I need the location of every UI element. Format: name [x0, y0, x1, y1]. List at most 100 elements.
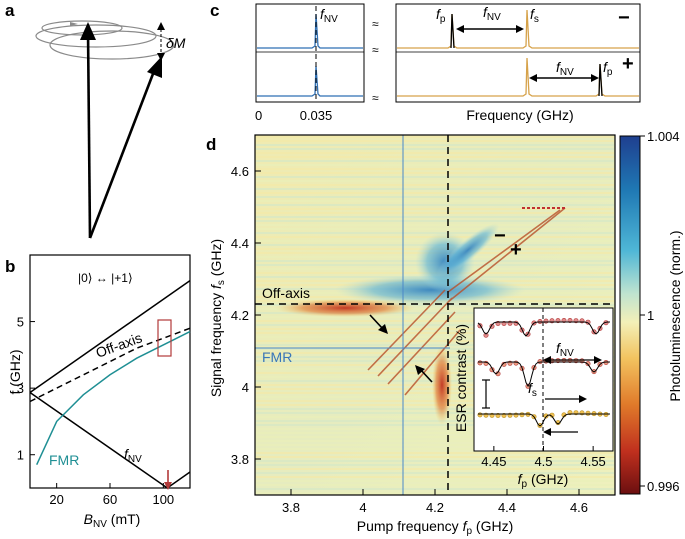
panel-b-xtick-label: 100: [152, 492, 174, 507]
inset-curve-low-point: [519, 412, 525, 418]
panel-c-fnv-f: f: [320, 6, 326, 22]
panel-c-letter: c: [210, 1, 219, 20]
heatmap-noise-row: [256, 480, 614, 482]
heatmap-noise-row: [256, 172, 614, 174]
inset-curve-low-point: [543, 413, 549, 419]
panel-c-fs-label-top: fs: [530, 6, 539, 25]
heatmap-xlabel: Pump frequency fp (GHz): [357, 518, 514, 537]
heatmap-ytick-label: 3.8: [231, 452, 249, 467]
panel-c-tick-035: 0.035: [300, 108, 333, 123]
heatmap-noise-row: [256, 424, 614, 426]
inset-arrow-mid-right: [579, 395, 587, 403]
panel-b-xlabel: BNV (mT): [84, 511, 141, 530]
heatmap-noise-row: [256, 232, 614, 234]
heatmap-arrow-1-head: [378, 324, 388, 334]
panel-c-fp-sub-bottom: p: [607, 67, 613, 78]
heatmap-ytick-label: 4: [242, 380, 249, 395]
panel-b-ylabel-text: f (GHz): [7, 349, 23, 394]
delta-m-down-arrow: [157, 53, 165, 61]
panel-d-letter: d: [206, 135, 216, 154]
heatmap-noise-row: [256, 312, 614, 314]
heatmap-noise-row: [256, 160, 614, 162]
panel-c-xlabel: Frequency (GHz): [466, 107, 573, 123]
heatmap-noise-row: [256, 208, 614, 210]
panel-c-span-arrow-bottom-right: [591, 74, 599, 82]
moment-vector-1-head: [80, 22, 96, 40]
panel-b-ylabel: f (GHz): [7, 349, 23, 394]
panel-c-span-arrow-top-left: [456, 25, 464, 33]
heatmap-noise-row: [256, 304, 614, 306]
inset-xlabel: fp (GHz): [518, 471, 569, 490]
heatmap-noise-row: [256, 168, 614, 170]
panel-b-ytick-label: 1: [17, 448, 24, 463]
panel-c-fp-sub-top: p: [440, 14, 446, 25]
heatmap-ytick-label: 4.4: [231, 236, 249, 251]
heatmap-off-axis-label: Off-axis: [262, 285, 310, 301]
heatmap-noise-row: [256, 184, 614, 186]
panel-b-xlabel-unit: (mT): [107, 511, 140, 527]
panel-c-plus: +: [622, 53, 634, 75]
heatmap-noise-row: [256, 216, 614, 218]
heatmap-xlabel-unit: (GHz): [472, 518, 513, 534]
inset-curves: [477, 317, 610, 428]
heatmap-minus: −: [494, 225, 506, 247]
panel-b-fnv-label: fNV: [124, 446, 142, 465]
heatmap-xtick-label: 4.2: [426, 500, 444, 515]
panel-c-fnv-label: fNV: [320, 6, 338, 25]
panel-b-letter: b: [5, 257, 15, 276]
panel-c-spectrum-top-left: [257, 13, 363, 49]
panel-c-right-frame: [395, 3, 641, 103]
panel-b-xtick-label: 20: [49, 492, 63, 507]
heatmap-noise-row: [256, 460, 614, 462]
heatmap-noise-row: [256, 348, 614, 350]
heatmap-noise-row: [256, 140, 614, 142]
panel-b-axes: 20 60 100 1 3 5: [17, 315, 174, 507]
panel-c-tick-0: 0: [255, 108, 262, 123]
inset-curve-mid-point: [477, 360, 483, 366]
panel-c-fnv-span-label-bottom: fNV: [556, 59, 574, 78]
heatmap-plus: +: [510, 239, 522, 261]
panel-c-fnv-span-f-bottom: f: [556, 59, 562, 75]
heatmap-noise-row: [256, 324, 614, 326]
heatmap-noise-row: [256, 444, 614, 446]
heatmap-noise-row: [256, 188, 614, 190]
inset-fs-f: f: [528, 380, 534, 396]
heatmap-noise-row: [256, 308, 614, 310]
panel-c-span-arrow-top-right: [516, 25, 524, 33]
panel-c-fnv-span-sub-bottom: NV: [560, 67, 574, 78]
heatmap-noise-row: [256, 432, 614, 434]
colorbar-tick-label: 1.004: [647, 129, 680, 144]
inset-fs-sub: s: [532, 388, 537, 399]
panel-b-field-arrow-icon: [164, 482, 172, 490]
inset-curve-top-fit: [477, 321, 610, 337]
inset-xtick-label: 4.55: [580, 454, 605, 469]
heatmap-noise-row: [256, 336, 614, 338]
heatmap-noise-row: [256, 164, 614, 166]
inset-ylabel: ESR contrast (%): [453, 324, 469, 432]
inset-fnv-sub: NV: [560, 348, 574, 359]
heatmap-arrow-1: [369, 314, 384, 330]
colorbar-tick-label: 0.996: [647, 479, 680, 494]
panel-c-fp-f-bottom: f: [603, 59, 609, 75]
inset-axes: 4.45 4.5 4.55: [481, 446, 606, 469]
heatmap-noise-row: [256, 204, 614, 206]
heatmap-ylabel-f: f: [208, 283, 224, 289]
heatmap-noise-row: [256, 180, 614, 182]
panel-c-pump-peak-bottom: [598, 63, 603, 97]
heatmap-noise-row: [256, 320, 614, 322]
panel-b-xlabel-b: B: [84, 511, 93, 527]
panel-b-ytick-label: 5: [17, 315, 24, 330]
panel-c-span-arrow-bottom-left: [529, 74, 537, 82]
heatmap-ytick-label: 4.6: [231, 164, 249, 179]
heatmap-fmr-label: FMR: [262, 349, 292, 365]
heatmap-noise-row: [256, 468, 614, 470]
heatmap-noise-row: [256, 196, 614, 198]
heatmap-ytick-label: 4.2: [231, 308, 249, 323]
heatmap-noise-row: [256, 340, 614, 342]
panel-c-fnv-span-label-top: fNV: [483, 4, 501, 23]
panel-c-pump-peak-top: [450, 13, 455, 49]
heatmap-noise-row: [256, 464, 614, 466]
heatmap-noise-row: [256, 220, 614, 222]
inset-xtick-label: 4.5: [534, 454, 552, 469]
